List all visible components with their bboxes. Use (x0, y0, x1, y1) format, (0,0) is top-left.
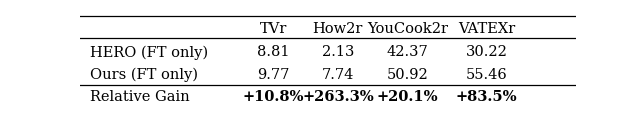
Text: +20.1%: +20.1% (376, 89, 438, 103)
Text: YouCook2r: YouCook2r (367, 22, 448, 36)
Text: 42.37: 42.37 (387, 45, 428, 59)
Text: 50.92: 50.92 (387, 67, 428, 81)
Text: HERO (FT only): HERO (FT only) (90, 45, 208, 59)
Text: 30.22: 30.22 (466, 45, 508, 59)
Text: 8.81: 8.81 (257, 45, 290, 59)
Text: How2r: How2r (313, 22, 363, 36)
Text: VATEXr: VATEXr (458, 22, 515, 36)
Text: 9.77: 9.77 (257, 67, 290, 81)
Text: TVr: TVr (260, 22, 287, 36)
Text: 55.46: 55.46 (466, 67, 508, 81)
Text: +10.8%: +10.8% (243, 89, 304, 103)
Text: 2.13: 2.13 (322, 45, 354, 59)
Text: Ours (FT only): Ours (FT only) (90, 67, 198, 81)
Text: +83.5%: +83.5% (456, 89, 518, 103)
Text: +263.3%: +263.3% (302, 89, 374, 103)
Text: Relative Gain: Relative Gain (90, 89, 189, 103)
Text: 7.74: 7.74 (322, 67, 354, 81)
